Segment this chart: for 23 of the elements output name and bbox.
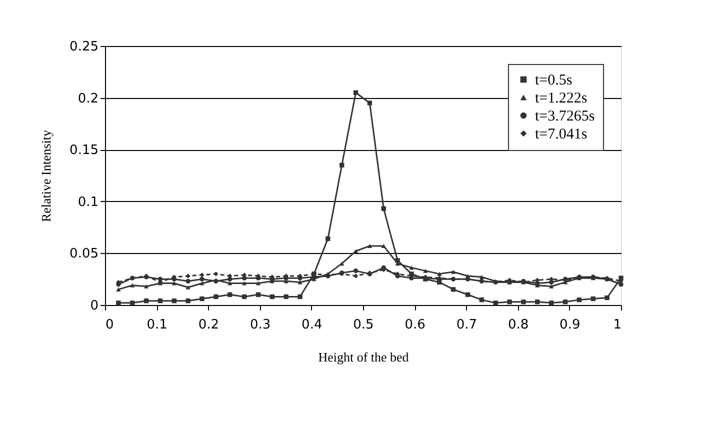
y-tick-label: 0.25 bbox=[70, 40, 98, 54]
x-tick-label: 0.8 bbox=[508, 318, 529, 332]
x-tick-label: 0.9 bbox=[560, 318, 580, 332]
x-tick-label: 0.3 bbox=[250, 318, 271, 332]
y-tick-label: 0.15 bbox=[70, 143, 98, 158]
x-axis-title: Height of the bed bbox=[318, 350, 410, 364]
legend-label: t=3.7265s bbox=[535, 108, 595, 124]
x-tick-label: 0 bbox=[106, 318, 114, 332]
x-tick-label: 0.6 bbox=[404, 318, 426, 332]
y-tick-label: 0.2 bbox=[78, 91, 98, 106]
x-tick-label: 1 bbox=[613, 318, 622, 332]
x-tick-label: 0.4 bbox=[302, 318, 322, 332]
legend-label: t=0.5s bbox=[535, 72, 572, 88]
y-tick-label: 0 bbox=[90, 298, 98, 314]
x-tick-label: 0.2 bbox=[198, 318, 220, 332]
legend-label: t=7.041s bbox=[535, 126, 588, 142]
x-tick-label: 0.7 bbox=[456, 318, 478, 332]
y-tick-label: 0.05 bbox=[70, 246, 98, 262]
x-tick-label: 0.5 bbox=[353, 318, 374, 332]
y-tick-label: 0.1 bbox=[78, 194, 98, 210]
y-axis-title: Relative Intensity bbox=[38, 129, 54, 222]
legend-label: t=1.222s bbox=[535, 90, 588, 106]
x-tick-label: 0.1 bbox=[146, 318, 168, 332]
